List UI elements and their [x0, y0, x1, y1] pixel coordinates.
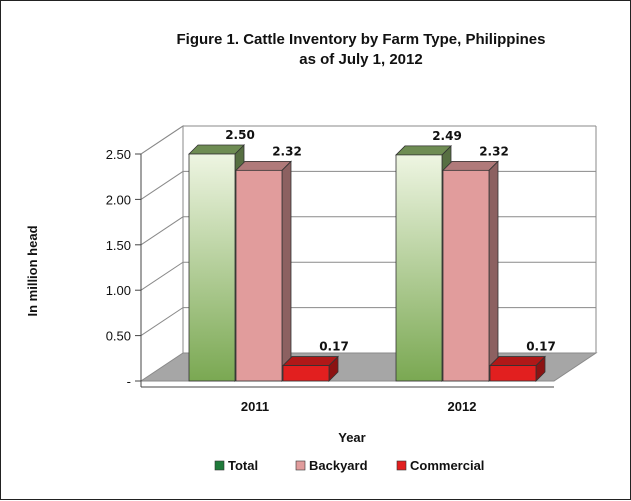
bar-front: [489, 365, 537, 382]
legend-item-total: Total: [214, 458, 258, 473]
side-wall: [140, 125, 184, 381]
legend-label: Backyard: [309, 458, 368, 473]
y-tick-label-2: 1.00: [106, 283, 131, 298]
y-tick-label-0: -: [127, 374, 131, 389]
legend-label: Commercial: [410, 458, 484, 473]
bars: [188, 144, 546, 382]
chart-title: Figure 1. Cattle Inventory by Farm Type,…: [177, 31, 546, 48]
data-label-total-2011: 2.50: [225, 128, 255, 142]
data-label-backyard-2011: 2.32: [272, 144, 302, 158]
y-tick-label-5: 2.50: [106, 147, 131, 162]
y-tick-label-4: 2.00: [106, 192, 131, 207]
gridline-5: [140, 125, 596, 155]
legend-swatch: [214, 460, 225, 471]
bar-front: [442, 169, 490, 382]
bar-front: [235, 169, 283, 382]
y-axis-label: In million head: [25, 225, 40, 316]
legend: Total Backyard Commercial: [214, 458, 484, 473]
bar-front: [188, 153, 236, 382]
data-labels: 2.50 2.32 0.17 2.49 2.32 0.17: [225, 128, 556, 354]
legend-item-backyard: Backyard: [295, 458, 368, 473]
bar-top: [235, 160, 292, 171]
x-tick-label-2011: 2011: [241, 399, 269, 414]
legend-swatch: [396, 460, 407, 471]
bar-front: [282, 365, 330, 382]
legend-item-commercial: Commercial: [396, 458, 484, 473]
bar-top: [489, 356, 546, 366]
data-label-commercial-2012: 0.17: [526, 340, 556, 354]
bar-backyard-2012: [442, 160, 499, 382]
legend-swatch: [295, 460, 306, 471]
bar-side: [281, 160, 292, 382]
bar-front: [395, 154, 443, 382]
data-label-commercial-2011: 0.17: [319, 340, 349, 354]
y-axis: - 0.50 1.00 1.50 2.00 2.50: [106, 147, 142, 389]
y-tick-label-3: 1.50: [106, 238, 131, 253]
bar-top: [282, 356, 339, 366]
bar-commercial-2012: [489, 355, 546, 382]
bar-top: [442, 160, 499, 171]
bar-side: [488, 160, 499, 382]
bar-backyard-2011: [235, 160, 292, 382]
data-label-total-2012: 2.49: [432, 129, 462, 143]
legend-label: Total: [228, 458, 258, 473]
bar-commercial-2011: [282, 355, 339, 382]
bar-top: [395, 145, 452, 156]
y-tick-label-1: 0.50: [106, 329, 131, 344]
data-label-backyard-2012: 2.32: [479, 144, 509, 158]
x-axis: 2011 2012: [141, 386, 554, 414]
x-axis-label: Year: [338, 430, 365, 445]
chart-subtitle: as of July 1, 2012: [299, 51, 422, 68]
bar-top: [188, 144, 245, 155]
x-tick-label-2012: 2012: [448, 399, 477, 414]
